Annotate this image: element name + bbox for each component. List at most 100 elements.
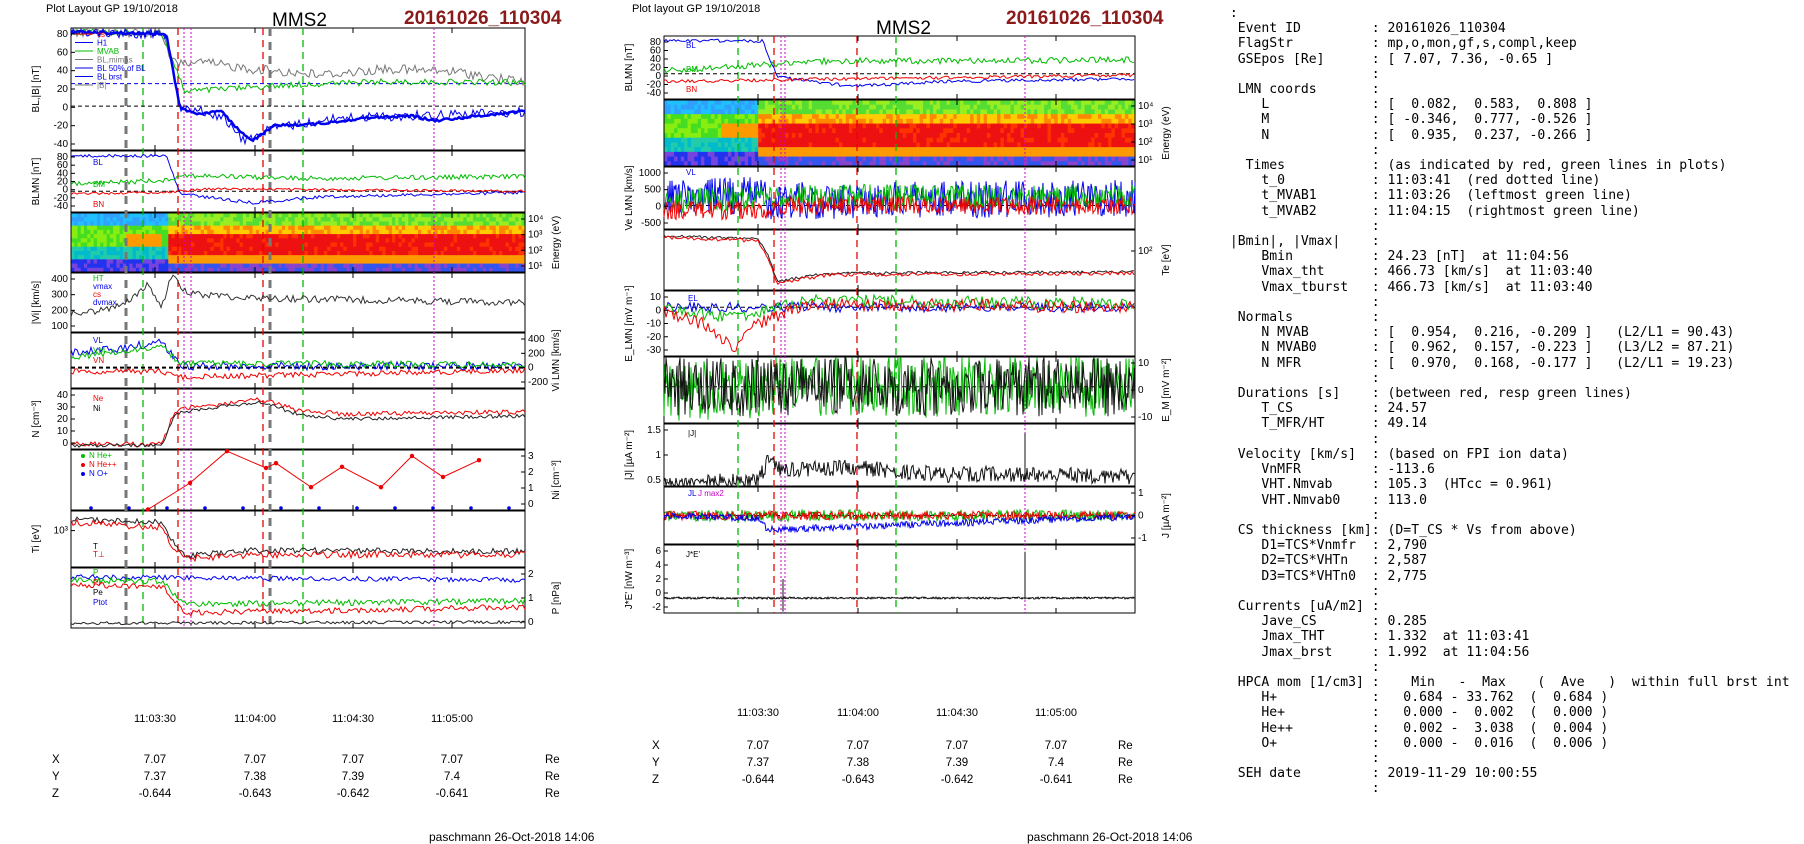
spectrogram-cell bbox=[161, 234, 166, 239]
spectrogram-cell bbox=[1017, 118, 1022, 125]
spectrogram-cell bbox=[155, 225, 160, 231]
data-point bbox=[409, 453, 415, 459]
y-tick-label: 2 bbox=[655, 574, 661, 585]
spectrogram-cell bbox=[135, 229, 140, 235]
spectrogram-cell bbox=[518, 229, 523, 235]
y-axis-label: Ti [eV] bbox=[31, 525, 42, 554]
spectrogram-cell bbox=[946, 128, 951, 134]
spectrogram-cell bbox=[983, 118, 988, 125]
spectrogram-cell bbox=[486, 217, 490, 223]
spectrogram-cell bbox=[122, 234, 127, 239]
spectrogram-cell bbox=[499, 225, 503, 231]
spectrogram-cell bbox=[129, 263, 134, 269]
spectrogram-cell bbox=[1023, 123, 1028, 129]
spectrogram-cell bbox=[667, 114, 672, 120]
spectrogram-cell bbox=[1114, 114, 1119, 120]
spectrogram-cell bbox=[502, 234, 507, 239]
spectrogram-cell bbox=[255, 234, 260, 239]
spectrogram-cell bbox=[158, 263, 163, 269]
spectrogram-cell bbox=[1101, 118, 1106, 125]
spectrogram-cell bbox=[310, 246, 315, 252]
spectrogram-cell bbox=[453, 263, 458, 269]
spectrogram-cell bbox=[990, 133, 995, 139]
spectrogram-cell bbox=[323, 263, 328, 269]
spectrogram-cell bbox=[785, 123, 790, 129]
spectrogram-cell bbox=[109, 238, 114, 244]
spectrogram-cell bbox=[761, 133, 766, 139]
spectrogram-cell bbox=[100, 246, 105, 252]
spectrogram-cell bbox=[990, 114, 995, 120]
spectrogram-cell bbox=[482, 225, 487, 231]
spectrogram-cell bbox=[674, 156, 679, 162]
spectrogram-cell bbox=[1013, 147, 1018, 153]
spectrogram-cell bbox=[889, 161, 894, 167]
spectrogram-cell bbox=[385, 255, 390, 260]
spectrogram-cell bbox=[453, 229, 458, 235]
spectrogram-cell bbox=[171, 234, 176, 239]
spectrogram-cell bbox=[902, 123, 907, 129]
spectrogram-cell bbox=[155, 217, 160, 223]
spectrogram-cell bbox=[744, 100, 749, 106]
spectrogram-cell bbox=[768, 118, 773, 125]
spectrogram-cell bbox=[226, 263, 231, 269]
spectrogram-cell bbox=[113, 238, 117, 244]
spectrogram-cell bbox=[980, 137, 985, 144]
spectrogram-cell bbox=[825, 147, 830, 153]
spectrogram-cell bbox=[77, 263, 82, 269]
info-line: N MVAB0 : [ 0.962, 0.157, -0.223 ] (L3/L… bbox=[1261, 340, 1735, 356]
spectrogram-cell bbox=[939, 137, 944, 144]
spectrogram-cell bbox=[265, 213, 270, 218]
left-footer: paschmann 26-Oct-2018 14:06 bbox=[429, 830, 595, 844]
spectrogram-cell bbox=[970, 142, 975, 148]
spectrogram-cell bbox=[980, 142, 985, 148]
spectrogram-cell bbox=[879, 114, 884, 120]
spectrogram-cell bbox=[203, 250, 208, 256]
spectrogram-cell bbox=[473, 217, 477, 223]
spectrogram-cell bbox=[869, 104, 874, 111]
spectrogram-cell bbox=[1097, 100, 1102, 106]
spectrogram-cell bbox=[285, 259, 289, 265]
spectrogram-cell bbox=[366, 225, 370, 231]
spectrogram-cell bbox=[414, 250, 419, 256]
spectrogram-cell bbox=[855, 142, 860, 148]
spectrogram-cell bbox=[1071, 151, 1076, 158]
spectrogram-cell bbox=[447, 217, 452, 223]
spectrogram-cell bbox=[216, 246, 221, 252]
spectrogram-cell bbox=[936, 137, 941, 144]
spectrogram-cell bbox=[1071, 147, 1076, 153]
spectrogram-cell bbox=[129, 229, 134, 235]
spectrogram-cell bbox=[226, 259, 231, 265]
spectrogram-cell bbox=[785, 161, 790, 167]
spectrogram-cell bbox=[838, 123, 843, 129]
spectrogram-cell bbox=[775, 100, 779, 106]
spectrogram-cell bbox=[727, 147, 732, 153]
spectrogram-cell bbox=[372, 242, 377, 248]
spectrogram-cell bbox=[680, 100, 685, 106]
spectrogram-cell bbox=[1017, 137, 1022, 144]
spectrogram-cell bbox=[916, 133, 921, 139]
spectrogram-cell bbox=[923, 100, 928, 106]
spectrogram-cell bbox=[259, 213, 263, 218]
spectrogram-cell bbox=[738, 104, 742, 111]
spectrogram-cell bbox=[1108, 123, 1113, 129]
spectrogram-cell bbox=[450, 250, 455, 256]
spectrogram-cell bbox=[1000, 151, 1005, 158]
spectrogram-cell bbox=[875, 142, 880, 148]
spectrogram-cell bbox=[229, 259, 234, 265]
spectrogram-cell bbox=[142, 217, 147, 223]
spectrogram-cell bbox=[1084, 118, 1089, 125]
spectrogram-cell bbox=[822, 114, 827, 120]
spectrogram-cell bbox=[145, 267, 150, 273]
spectrogram-cell bbox=[126, 259, 130, 265]
spectrogram-cell bbox=[1050, 161, 1055, 167]
spectrogram-cell bbox=[664, 137, 668, 144]
spectrogram-cell bbox=[239, 250, 244, 256]
spectrogram-cell bbox=[852, 156, 857, 162]
spectrogram-cell bbox=[717, 128, 722, 134]
spectrogram-cell bbox=[667, 137, 672, 144]
panel-frame bbox=[663, 99, 1136, 167]
data-point bbox=[127, 506, 131, 510]
spectrogram-cell bbox=[508, 225, 513, 231]
spectrogram-cell bbox=[226, 234, 231, 239]
spectrogram-cell bbox=[106, 246, 111, 252]
